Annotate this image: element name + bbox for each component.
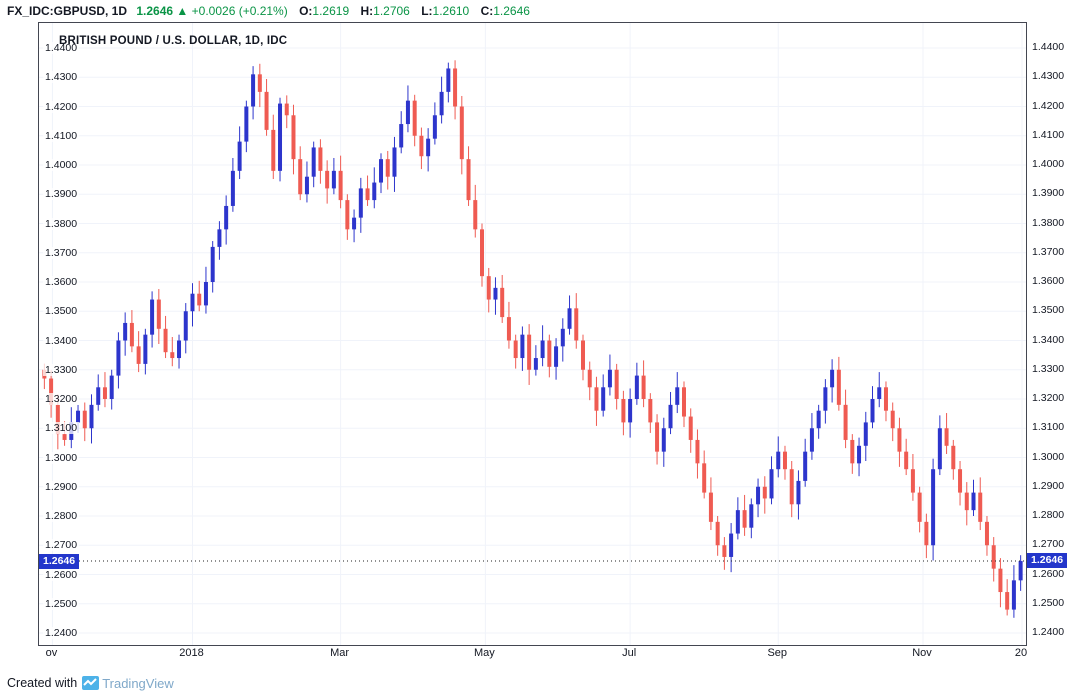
y-axis-label: 1.3800 xyxy=(1030,216,1067,229)
open-value: 1.2619 xyxy=(312,4,350,18)
tradingview-brand-text: TradingView xyxy=(102,675,174,691)
low-label: L: xyxy=(421,4,433,18)
y-axis-label: 1.2400 xyxy=(1030,626,1067,638)
right-price-scale[interactable]: 1.2646 1.2400 1.2500 1.2600 1.2700 1.2800 1.2… xyxy=(1027,22,1077,644)
y-axis-label: 1.3900 xyxy=(1030,187,1067,200)
last-price: 1.2646 xyxy=(136,4,174,18)
last-price-tag-right: 1.2646 xyxy=(1027,553,1068,569)
x-axis-label: ov xyxy=(45,647,58,659)
y-axis-label: 1.3000 xyxy=(1030,450,1067,463)
last-price-tag-left: 1.2646 xyxy=(39,554,80,570)
x-axis-label: May xyxy=(473,647,495,659)
created-with-label: Created with xyxy=(7,676,78,690)
close-label: C: xyxy=(480,4,494,18)
chart-panel[interactable]: BRITISH POUND / U.S. DOLLAR, 1D, IDC 1.2… xyxy=(38,22,1027,646)
y-axis-label: 1.2800 xyxy=(1030,509,1067,521)
y-axis-label: 1.2500 xyxy=(1030,596,1067,609)
high-value: 1.2706 xyxy=(373,4,410,18)
y-axis-label: 1.3200 xyxy=(1030,392,1067,404)
y-axis-label: 1.3500 xyxy=(1030,304,1067,317)
high-label: H: xyxy=(360,4,374,18)
x-axis-label: 2018 xyxy=(179,647,204,659)
y-axis-label: 1.3600 xyxy=(1030,275,1067,287)
y-axis-label: 1.3300 xyxy=(1030,362,1067,375)
x-axis-label: Jul xyxy=(622,647,637,659)
x-axis-label: 20 xyxy=(1014,647,1027,659)
y-axis-label: 1.4400 xyxy=(1030,41,1067,53)
quote-bar: FX_IDC:GBPUSD, 1D 1.2646 ▲ +0.0026 (+0.2… xyxy=(0,0,1077,22)
y-axis-label: 1.2700 xyxy=(1030,538,1067,551)
y-axis-label: 1.3700 xyxy=(1030,245,1067,258)
x-axis-label: Mar xyxy=(330,647,350,659)
chart-title: BRITISH POUND / U.S. DOLLAR, 1D, IDC xyxy=(59,35,288,47)
change-value: +0.0026 (+0.21%) xyxy=(191,4,288,18)
change-arrow-icon: ▲ xyxy=(176,4,189,18)
y-axis-label: 1.2900 xyxy=(1030,479,1067,492)
y-axis-label: 1.4000 xyxy=(1030,158,1067,170)
y-axis-label: 1.2600 xyxy=(1030,567,1067,580)
close-value: 1.2646 xyxy=(493,4,530,18)
plot-svg[interactable] xyxy=(39,23,1026,645)
low-value: 1.2610 xyxy=(432,4,470,18)
y-axis-label: 1.4100 xyxy=(1030,128,1067,141)
time-axis[interactable]: ov 2018 Mar May Jul Sep Nov 20 xyxy=(38,647,1027,663)
x-axis-label: Nov xyxy=(912,647,932,659)
y-axis-label: 1.3100 xyxy=(1030,421,1067,434)
tradingview-logo[interactable]: TradingView xyxy=(82,676,174,691)
y-axis-label: 1.4300 xyxy=(1030,70,1067,83)
y-axis-label: 1.3400 xyxy=(1030,333,1067,346)
symbol-label[interactable]: FX_IDC:GBPUSD, 1D xyxy=(7,4,128,18)
footer: Created with TradingView xyxy=(7,673,174,693)
tradingview-icon xyxy=(82,676,100,690)
y-axis-label: 1.4200 xyxy=(1030,99,1067,112)
open-label: O: xyxy=(299,4,313,18)
x-axis-label: Sep xyxy=(767,647,788,659)
